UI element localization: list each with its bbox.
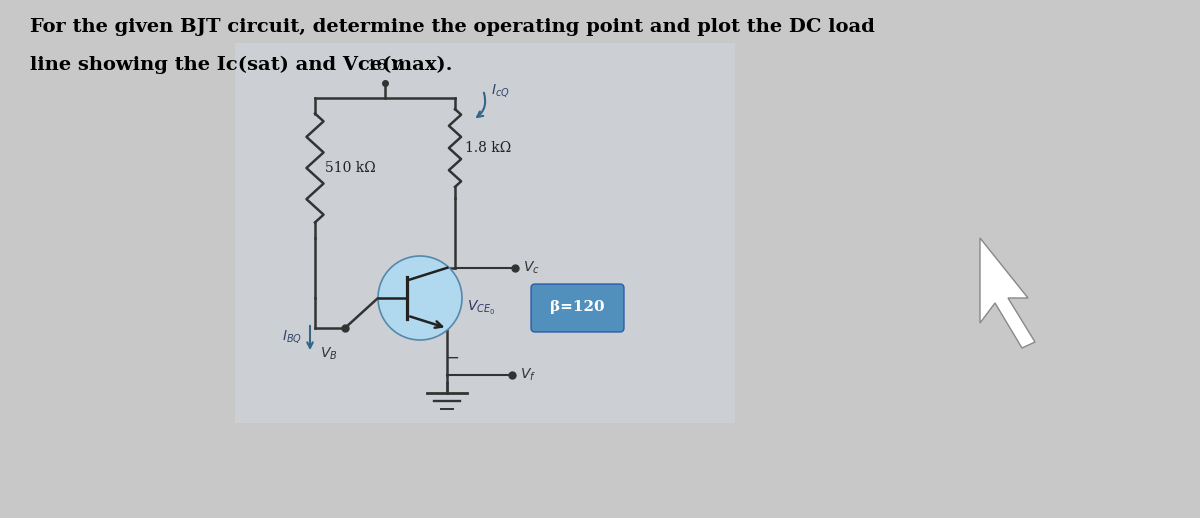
Text: $V_B$: $V_B$ [320, 346, 337, 363]
Text: $I_{BQ}$: $I_{BQ}$ [282, 328, 302, 345]
Text: β=120: β=120 [550, 300, 605, 314]
FancyBboxPatch shape [235, 43, 734, 423]
Circle shape [378, 256, 462, 340]
Text: For the given BJT circuit, determine the operating point and plot the DC load: For the given BJT circuit, determine the… [30, 18, 875, 36]
FancyBboxPatch shape [530, 284, 624, 332]
Text: $V_f$: $V_f$ [521, 367, 536, 383]
Text: $I_{cQ}$: $I_{cQ}$ [491, 81, 510, 98]
Text: line showing the Ic(sat) and Vce(max).: line showing the Ic(sat) and Vce(max). [30, 56, 452, 74]
Text: $V_c$: $V_c$ [523, 260, 540, 276]
Text: +: + [443, 286, 457, 304]
Text: 1.8 kΩ: 1.8 kΩ [464, 141, 511, 155]
Text: −: − [445, 349, 460, 367]
Polygon shape [980, 238, 1036, 348]
Text: 16 V: 16 V [367, 59, 403, 73]
Text: $V_{CE_0}$: $V_{CE_0}$ [467, 299, 496, 317]
Text: 510 kΩ: 510 kΩ [325, 161, 376, 175]
